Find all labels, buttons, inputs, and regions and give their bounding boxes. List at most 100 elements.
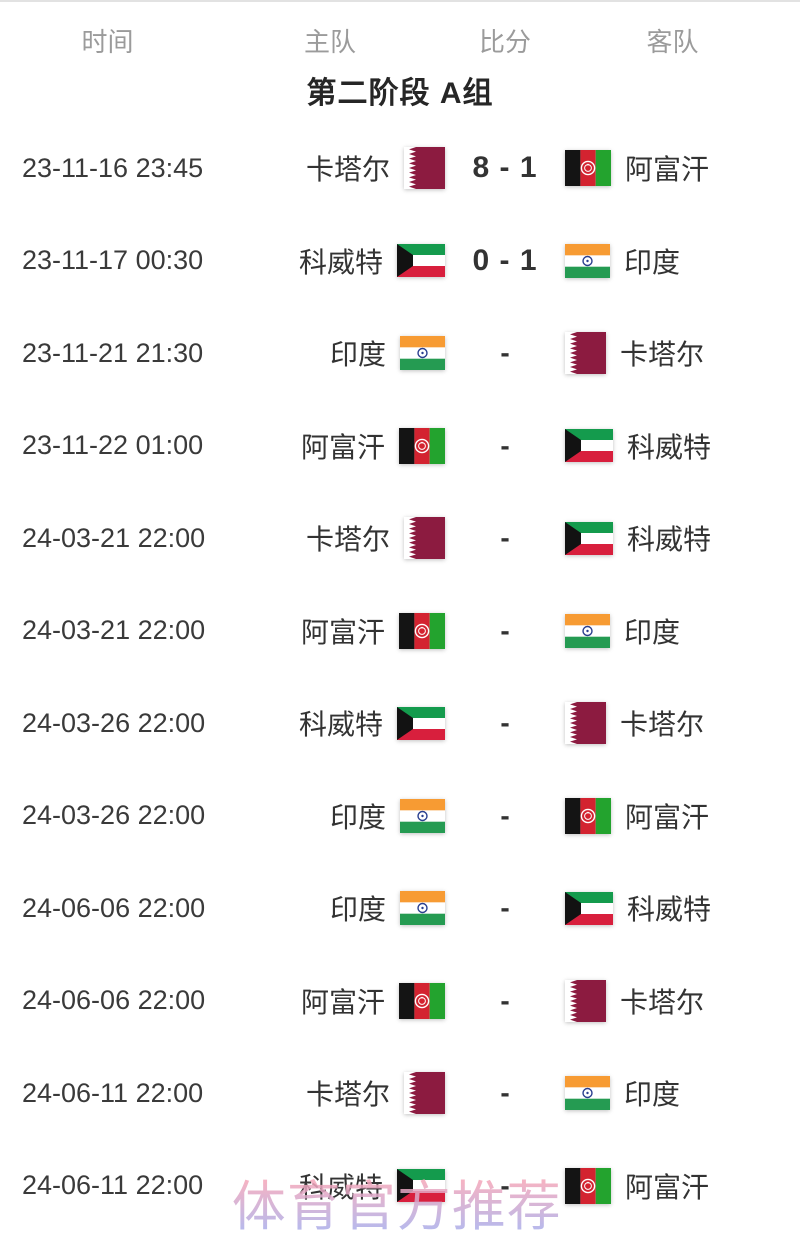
- away-team-name: 科威特: [627, 524, 712, 556]
- afghanistan-flag: [565, 150, 611, 187]
- column-header-home: 主队: [303, 26, 356, 57]
- kuwait-flag: [565, 429, 613, 463]
- away-team-cell: 科威特: [565, 426, 800, 466]
- away-team-cell: 印度: [565, 241, 800, 281]
- qatar-flag: [565, 332, 606, 375]
- home-team-name: 印度: [329, 894, 386, 926]
- home-team-cell: 科威特: [205, 241, 445, 281]
- match-row[interactable]: 24-03-21 22:00 阿富汗 - 印度: [0, 585, 800, 678]
- away-team-cell: 卡塔尔: [565, 702, 800, 745]
- away-team-cell: 印度: [565, 611, 800, 651]
- away-team-cell: 阿富汗: [565, 796, 800, 836]
- match-score: -: [500, 1077, 510, 1109]
- match-row[interactable]: 24-06-06 22:00 阿富汗 - 卡塔尔: [0, 955, 800, 1048]
- home-team-cell: 阿富汗: [205, 611, 445, 651]
- match-score: -: [500, 799, 510, 831]
- match-score: 8 - 1: [472, 151, 538, 185]
- match-row[interactable]: 24-06-06 22:00 印度 - 科威特: [0, 862, 800, 955]
- column-header-time: 时间: [81, 26, 134, 57]
- match-row[interactable]: 23-11-21 21:30 印度 - 卡塔尔: [0, 307, 800, 400]
- home-team-name: 阿富汗: [300, 986, 385, 1018]
- india-flag: [565, 1076, 610, 1111]
- match-time: 23-11-22 01:00: [22, 430, 204, 461]
- match-row[interactable]: 24-06-11 22:00 卡塔尔 - 印度: [0, 1047, 800, 1140]
- match-list: 23-11-16 23:45 卡塔尔 8 - 1 阿富汗 23-11-17 00…: [0, 122, 800, 1232]
- home-team-name: 科威特: [298, 246, 383, 278]
- afghanistan-flag: [399, 612, 445, 649]
- home-team-cell: 科威特: [205, 1166, 445, 1206]
- home-team-name: 卡塔尔: [305, 154, 390, 186]
- match-row[interactable]: 23-11-17 00:30 科威特 0 - 1 印度: [0, 215, 800, 308]
- qatar-flag: [404, 1072, 445, 1115]
- group-title: 第二阶段 A组: [306, 77, 494, 110]
- home-team-name: 科威特: [298, 709, 383, 741]
- match-time: 23-11-21 21:30: [22, 337, 204, 368]
- india-flag: [565, 613, 610, 648]
- match-time: 24-06-11 22:00: [22, 1170, 204, 1201]
- afghanistan-flag: [565, 1167, 611, 1204]
- home-team-name: 卡塔尔: [305, 524, 390, 556]
- india-flag: [400, 336, 445, 371]
- away-team-name: 阿富汗: [625, 154, 710, 186]
- away-team-name: 卡塔尔: [620, 339, 705, 371]
- home-team-name: 卡塔尔: [305, 1079, 390, 1111]
- home-team-cell: 卡塔尔: [205, 1072, 445, 1115]
- india-flag: [400, 891, 445, 926]
- match-row[interactable]: 24-06-11 22:00 科威特 - 阿富汗: [0, 1140, 800, 1233]
- match-row[interactable]: 23-11-22 01:00 阿富汗 - 科威特: [0, 400, 800, 493]
- match-time: 24-03-21 22:00: [22, 615, 206, 646]
- away-team-name: 阿富汗: [625, 1171, 710, 1203]
- away-team-name: 印度: [624, 616, 681, 648]
- afghanistan-flag: [399, 427, 445, 464]
- afghanistan-flag: [399, 982, 445, 1019]
- match-row[interactable]: 23-11-16 23:45 卡塔尔 8 - 1 阿富汗: [0, 122, 800, 215]
- match-time: 23-11-17 00:30: [22, 245, 204, 276]
- match-score: -: [500, 429, 510, 461]
- match-score: -: [500, 1169, 510, 1201]
- match-time: 24-06-11 22:00: [22, 1077, 204, 1108]
- match-score: -: [500, 614, 510, 646]
- home-team-cell: 卡塔尔: [205, 517, 445, 560]
- home-team-name: 阿富汗: [300, 431, 385, 463]
- away-team-name: 科威特: [627, 431, 712, 463]
- match-time: 24-06-06 22:00: [22, 892, 206, 923]
- column-header-away: 客队: [646, 26, 699, 57]
- india-flag: [565, 243, 610, 278]
- match-time: 24-03-26 22:00: [22, 800, 206, 831]
- away-team-cell: 阿富汗: [565, 148, 800, 188]
- match-score: -: [500, 522, 510, 554]
- away-team-cell: 卡塔尔: [565, 979, 800, 1022]
- match-time: 24-03-26 22:00: [22, 707, 206, 738]
- away-team-name: 卡塔尔: [620, 986, 705, 1018]
- away-team-name: 科威特: [627, 894, 712, 926]
- match-row[interactable]: 24-03-26 22:00 印度 - 阿富汗: [0, 770, 800, 863]
- home-team-name: 阿富汗: [300, 616, 385, 648]
- home-team-cell: 阿富汗: [205, 426, 445, 466]
- kuwait-flag: [397, 706, 445, 740]
- home-team-cell: 印度: [205, 888, 445, 928]
- away-team-cell: 印度: [565, 1073, 800, 1113]
- match-time: 23-11-16 23:45: [22, 152, 204, 183]
- match-score: -: [500, 337, 510, 369]
- kuwait-flag: [397, 1169, 445, 1203]
- kuwait-flag: [565, 521, 613, 555]
- home-team-cell: 科威特: [205, 703, 445, 743]
- home-team-cell: 印度: [205, 333, 445, 373]
- qatar-flag: [404, 147, 445, 190]
- home-team-cell: 卡塔尔: [205, 147, 445, 190]
- match-time: 24-03-21 22:00: [22, 522, 206, 553]
- match-score: -: [500, 892, 510, 924]
- away-team-cell: 阿富汗: [565, 1166, 800, 1206]
- home-team-cell: 阿富汗: [205, 981, 445, 1021]
- kuwait-flag: [565, 891, 613, 925]
- match-score: -: [500, 707, 510, 739]
- table-header: 时间 主队 比分 客队: [0, 14, 800, 66]
- home-team-name: 科威特: [298, 1171, 383, 1203]
- away-team-cell: 卡塔尔: [565, 332, 800, 375]
- qatar-flag: [565, 979, 606, 1022]
- away-team-name: 印度: [624, 1079, 681, 1111]
- qatar-flag: [565, 702, 606, 745]
- match-row[interactable]: 24-03-21 22:00 卡塔尔 - 科威特: [0, 492, 800, 585]
- match-row[interactable]: 24-03-26 22:00 科威特 - 卡塔尔: [0, 677, 800, 770]
